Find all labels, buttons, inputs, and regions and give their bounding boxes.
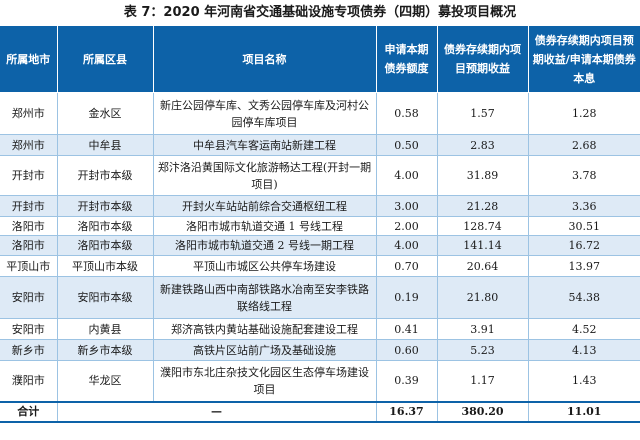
cell-income: 128.74 (437, 216, 529, 236)
cell-ratio: 30.51 (528, 216, 640, 236)
cell-income: 141.14 (437, 235, 529, 256)
cell-city: 郑州市 (0, 92, 58, 135)
cell-amount: 0.41 (376, 318, 438, 340)
table-row: 安阳市 安阳市本级 新建铁路山西中南部铁路水冶南至安李铁路联络线工程 0.19 … (0, 276, 640, 319)
cell-county: 平顶山市本级 (57, 255, 154, 277)
cell-income: 3.91 (437, 318, 529, 340)
cell-project: 洛阳市城市轨道交通 1 号线工程 (153, 216, 377, 236)
cell-ratio: 3.78 (528, 155, 640, 196)
cell-city: 郑州市 (0, 134, 58, 156)
cell-amount: 0.60 (376, 339, 438, 361)
cell-income: 21.28 (437, 195, 529, 217)
table-row: 洛阳市 洛阳市本级 洛阳市城市轨道交通 1 号线工程 2.00 128.74 3… (0, 216, 640, 236)
cell-county: 华龙区 (57, 360, 154, 402)
cell-city: 濮阳市 (0, 360, 58, 402)
cell-project: 中牟县汽车客运南站新建工程 (153, 134, 377, 156)
cell-amount: 3.00 (376, 195, 438, 217)
total-income: 380.20 (437, 400, 529, 423)
cell-county: 中牟县 (57, 134, 154, 156)
header-project: 项目名称 (153, 26, 377, 93)
cell-project: 平顶山市城区公共停车场建设 (153, 255, 377, 277)
cell-city: 洛阳市 (0, 235, 58, 256)
cell-income: 1.17 (437, 360, 529, 402)
projects-table: 所属地市 所属区县 项目名称 申请本期债券额度 债券存续期内项目预期收益 债券存… (0, 26, 640, 423)
cell-income: 2.83 (437, 134, 529, 156)
cell-income: 31.89 (437, 155, 529, 196)
header-amount: 申请本期债券额度 (376, 26, 438, 93)
header-county: 所属区县 (57, 26, 154, 93)
cell-project: 濮阳市东北庄杂技文化园区生态停车场建设项目 (153, 360, 377, 402)
header-income: 债券存续期内项目预期收益 (437, 26, 529, 93)
cell-amount: 0.70 (376, 255, 438, 277)
cell-ratio: 4.52 (528, 318, 640, 340)
cell-ratio: 1.28 (528, 92, 640, 135)
cell-ratio: 3.36 (528, 195, 640, 217)
table-row: 平顶山市 平顶山市本级 平顶山市城区公共停车场建设 0.70 20.64 13.… (0, 255, 640, 277)
total-amount: 16.37 (376, 400, 438, 423)
total-label: 合计 (0, 400, 58, 423)
header-ratio: 债券存续期内项目预期收益/申请本期债券本息 (528, 26, 640, 93)
cell-ratio: 54.38 (528, 276, 640, 319)
cell-amount: 2.00 (376, 216, 438, 236)
cell-city: 开封市 (0, 155, 58, 196)
cell-project: 新建铁路山西中南部铁路水冶南至安李铁路联络线工程 (153, 276, 377, 319)
table-row: 郑州市 中牟县 中牟县汽车客运南站新建工程 0.50 2.83 2.68 (0, 134, 640, 156)
table-row: 洛阳市 洛阳市本级 洛阳市城市轨道交通 2 号线一期工程 4.00 141.14… (0, 235, 640, 256)
table-row: 濮阳市 华龙区 濮阳市东北庄杂技文化园区生态停车场建设项目 0.39 1.17 … (0, 360, 640, 402)
cell-ratio: 2.68 (528, 134, 640, 156)
cell-project: 郑汴洛沿黄国际文化旅游畅达工程(开封一期项目) (153, 155, 377, 196)
cell-project: 洛阳市城市轨道交通 2 号线一期工程 (153, 235, 377, 256)
cell-city: 开封市 (0, 195, 58, 217)
cell-ratio: 13.97 (528, 255, 640, 277)
table-title: 表 7：2020 年河南省交通基础设施专项债券（四期）募投项目概况 (123, 5, 517, 20)
cell-city: 平顶山市 (0, 255, 58, 277)
cell-amount: 4.00 (376, 155, 438, 196)
cell-city: 新乡市 (0, 339, 58, 361)
table-row: 新乡市 新乡市本级 高铁片区站前广场及基础设施 0.60 5.23 4.13 (0, 339, 640, 361)
cell-project: 开封火车站站前综合交通枢纽工程 (153, 195, 377, 217)
cell-amount: 0.58 (376, 92, 438, 135)
cell-city: 洛阳市 (0, 216, 58, 236)
header-city: 所属地市 (0, 26, 58, 93)
header-row: 所属地市 所属区县 项目名称 申请本期债券额度 债券存续期内项目预期收益 债券存… (0, 26, 640, 93)
cell-project: 高铁片区站前广场及基础设施 (153, 339, 377, 361)
table-row: 安阳市 内黄县 郑济高铁内黄站基础设施配套建设工程 0.41 3.91 4.52 (0, 318, 640, 340)
total-ratio: 11.01 (528, 400, 640, 423)
cell-income: 1.57 (437, 92, 529, 135)
cell-county: 安阳市本级 (57, 276, 154, 319)
table-row: 开封市 开封市本级 郑汴洛沿黄国际文化旅游畅达工程(开封一期项目) 4.00 3… (0, 155, 640, 196)
cell-project: 新庄公园停车库、文秀公园停车库及河村公园停车库项目 (153, 92, 377, 135)
total-row: 合计 — 16.37 380.20 11.01 (0, 400, 640, 423)
cell-project: 郑济高铁内黄站基础设施配套建设工程 (153, 318, 377, 340)
cell-income: 20.64 (437, 255, 529, 277)
cell-amount: 0.39 (376, 360, 438, 402)
cell-county: 内黄县 (57, 318, 154, 340)
cell-ratio: 4.13 (528, 339, 640, 361)
cell-county: 洛阳市本级 (57, 216, 154, 236)
cell-ratio: 16.72 (528, 235, 640, 256)
cell-income: 5.23 (437, 339, 529, 361)
cell-city: 安阳市 (0, 318, 58, 340)
cell-amount: 0.19 (376, 276, 438, 319)
table-row: 开封市 开封市本级 开封火车站站前综合交通枢纽工程 3.00 21.28 3.3… (0, 195, 640, 217)
cell-county: 金水区 (57, 92, 154, 135)
cell-county: 新乡市本级 (57, 339, 154, 361)
table-row: 郑州市 金水区 新庄公园停车库、文秀公园停车库及河村公园停车库项目 0.58 1… (0, 92, 640, 135)
cell-ratio: 1.43 (528, 360, 640, 402)
cell-county: 洛阳市本级 (57, 235, 154, 256)
cell-county: 开封市本级 (57, 195, 154, 217)
cell-income: 21.80 (437, 276, 529, 319)
cell-amount: 4.00 (376, 235, 438, 256)
cell-amount: 0.50 (376, 134, 438, 156)
cell-city: 安阳市 (0, 276, 58, 319)
total-dash: — (57, 400, 377, 423)
cell-county: 开封市本级 (57, 155, 154, 196)
